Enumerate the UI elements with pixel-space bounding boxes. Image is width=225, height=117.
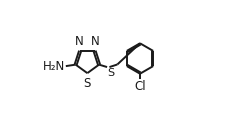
Text: S: S [108, 68, 115, 78]
Text: Cl: Cl [134, 80, 146, 93]
Text: N: N [91, 35, 99, 48]
Text: N: N [75, 35, 84, 48]
Text: S: S [84, 77, 91, 90]
Text: H₂N: H₂N [43, 60, 65, 73]
